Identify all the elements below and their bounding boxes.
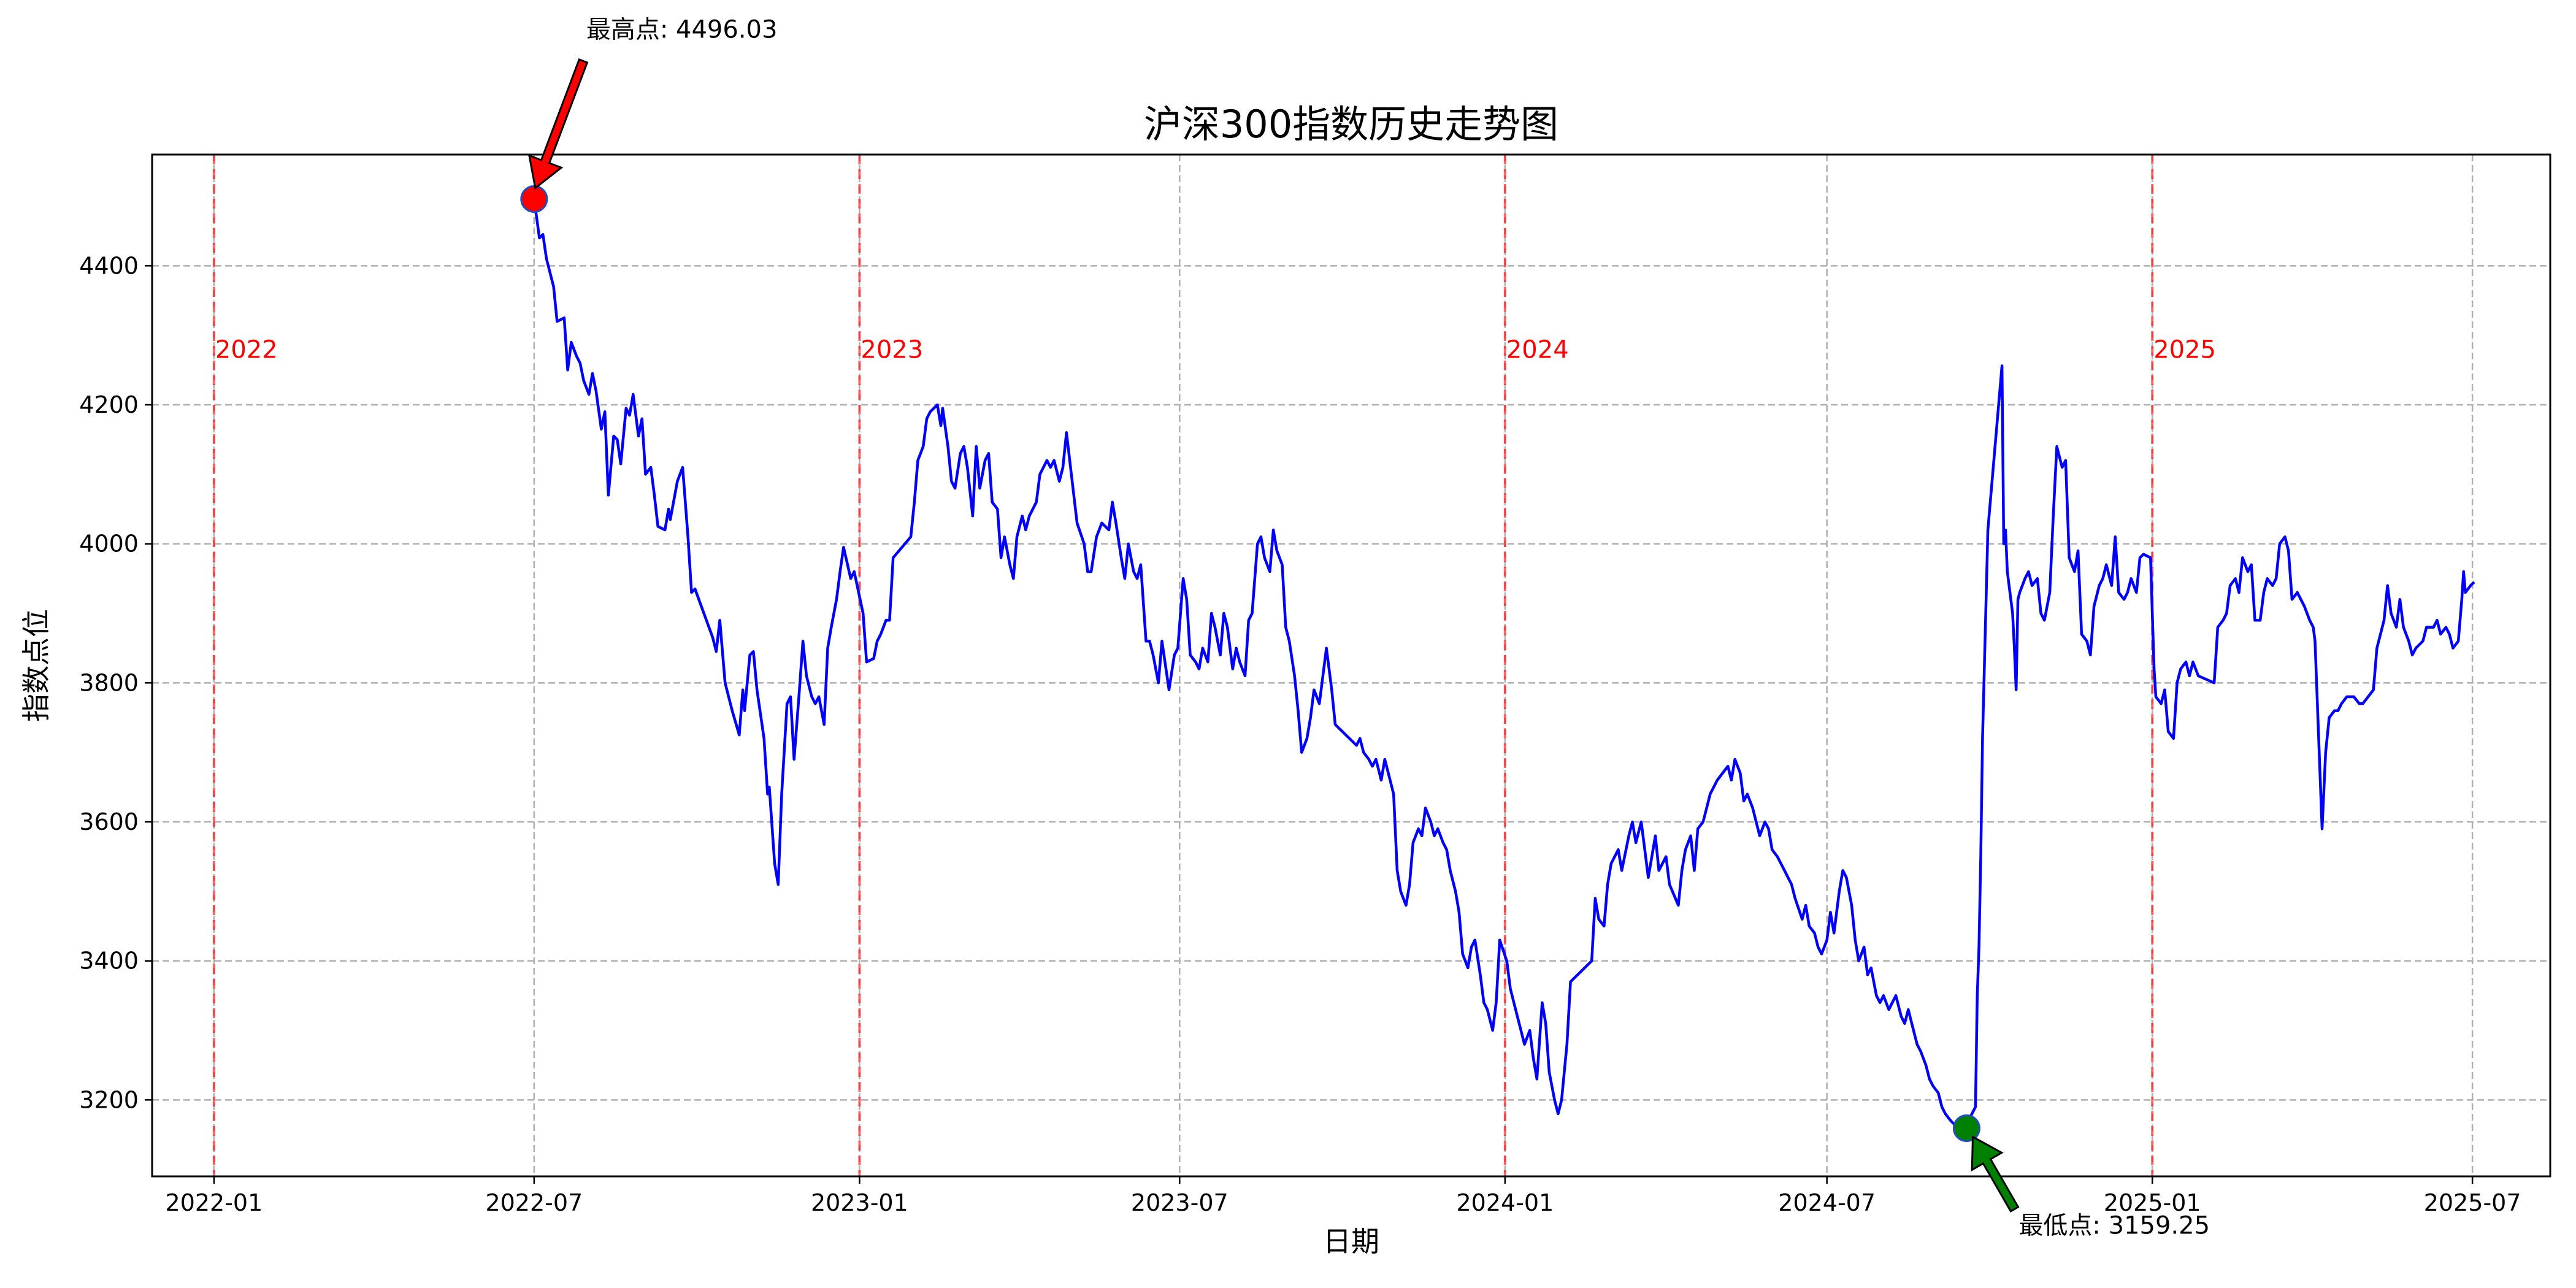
max-point-marker (520, 185, 548, 213)
year-marker-label: 2023 (861, 335, 923, 364)
x-axis-ticks: 2022-01 2022-07 2023-01 2023-07 2024-01 2024-… (166, 1176, 2521, 1216)
year-markers: 2022 2023 2024 2025 (212, 155, 2216, 1176)
x-tick-label: 2023-07 (1131, 1189, 1229, 1216)
x-axis-label: 日期 (1323, 1225, 1379, 1258)
min-arrow (1971, 1135, 2020, 1213)
x-tick-label: 2024-01 (1456, 1189, 1554, 1216)
y-axis-ticks: 3200 3400 3600 3800 4000 4200 4400 (79, 252, 152, 1113)
x-tick-label: 2023-01 (811, 1189, 908, 1216)
year-marker-label: 2024 (1506, 335, 1569, 364)
x-tick-label: 2022-07 (485, 1189, 583, 1216)
y-tick-label: 4000 (79, 531, 139, 558)
year-marker-label: 2022 (215, 335, 278, 364)
x-tick-label: 2025-07 (2424, 1189, 2521, 1216)
y-tick-label: 3200 (79, 1086, 139, 1113)
annotations: 最高点: 4496.03 最低点: 3159.25 (520, 15, 2210, 1240)
x-tick-label: 2022-01 (166, 1189, 263, 1216)
max-arrow (527, 58, 589, 190)
chart-title: 沪深300指数历史走势图 (1144, 102, 1558, 147)
grid-lines (152, 155, 2550, 1176)
x-tick-label: 2025-01 (2104, 1189, 2201, 1216)
plot-frame (151, 153, 2551, 1178)
x-tick-label: 2024-07 (1778, 1189, 1876, 1216)
y-tick-label: 4400 (79, 252, 139, 279)
year-marker-label: 2025 (2153, 335, 2216, 364)
y-tick-label: 3600 (79, 808, 139, 835)
series-line (532, 199, 2475, 1130)
y-axis-label: 指数点位 (20, 609, 53, 722)
min-point-marker (1952, 1114, 1980, 1143)
y-tick-label: 3400 (79, 948, 139, 975)
min-annotation-label: 最低点: 3159.25 (2018, 1212, 2210, 1240)
y-tick-label: 4200 (79, 391, 139, 418)
max-annotation-label: 最高点: 4496.03 (586, 15, 778, 44)
y-tick-label: 3800 (79, 669, 139, 696)
